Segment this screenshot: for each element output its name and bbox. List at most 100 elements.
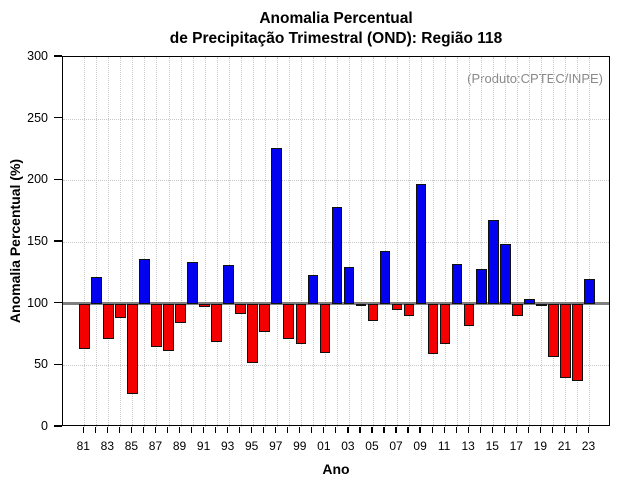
- x-tick-label: 05: [365, 439, 379, 453]
- bar-02: [331, 207, 343, 304]
- x-axis-tick: [359, 427, 361, 433]
- chart-title-line1: Anomalia Percentual: [259, 10, 413, 27]
- x-axis-tick: [178, 427, 181, 433]
- y-axis-tick: [54, 178, 62, 181]
- bar-15: [487, 219, 499, 304]
- x-tick-label: 23: [581, 439, 596, 453]
- bar-90: [187, 261, 198, 304]
- bar-19: [536, 303, 547, 306]
- bar-11: [439, 303, 451, 345]
- x-tick-label: 81: [76, 439, 90, 453]
- y-axis-tick: [54, 55, 62, 57]
- x-tick-label: 91: [196, 439, 211, 453]
- y-tick-label: 0: [41, 419, 48, 433]
- x-tick-label: 19: [533, 439, 548, 453]
- bar-06: [379, 250, 391, 304]
- x-axis-tick: [275, 427, 277, 433]
- x-tick-label: 85: [124, 439, 139, 453]
- bar-83: [103, 303, 114, 340]
- bar-04: [355, 303, 367, 307]
- x-tick-label: 15: [485, 439, 499, 453]
- bar-23: [584, 279, 595, 304]
- x-axis-tick: [347, 427, 349, 433]
- x-tick-label: 87: [148, 439, 163, 453]
- x-tick-label: 99: [293, 439, 307, 453]
- bar-89: [175, 303, 186, 324]
- bar-16: [499, 244, 511, 304]
- x-axis-tick: [527, 427, 529, 433]
- x-axis-tick: [311, 427, 313, 433]
- bar-85: [127, 303, 138, 394]
- bar-21: [560, 303, 571, 378]
- bar-96: [259, 303, 270, 333]
- x-axis-tick: [251, 427, 253, 433]
- x-axis-tick: [166, 427, 169, 433]
- bar-13: [463, 303, 475, 326]
- x-tick-label: 89: [172, 439, 187, 453]
- bar-86: [139, 259, 150, 304]
- x-axis-tick: [130, 427, 132, 433]
- x-axis-tick: [263, 427, 265, 433]
- x-axis-tick: [106, 427, 108, 433]
- x-axis-tick: [299, 427, 301, 433]
- x-axis-tick: [118, 427, 120, 433]
- x-axis-tick: [190, 427, 193, 433]
- bar-93: [223, 265, 234, 304]
- bar-10: [427, 303, 439, 355]
- x-axis-tick: [575, 427, 578, 433]
- x-tick-label: 21: [557, 439, 572, 453]
- x-axis-tick: [323, 427, 325, 433]
- bar-12: [451, 264, 463, 304]
- x-tick-label: 95: [245, 439, 259, 453]
- x-tick-label: 01: [317, 439, 331, 453]
- x-axis-tick: [419, 427, 421, 433]
- x-tick-label: 03: [341, 439, 355, 453]
- y-axis-tick: [54, 363, 62, 366]
- x-axis-tick: [515, 427, 517, 433]
- bar-07: [391, 303, 403, 310]
- x-tick-label: 11: [437, 439, 451, 453]
- x-axis-tick: [142, 427, 145, 433]
- chart-title-line2: de Precipitação Trimestral (OND): Região…: [169, 30, 503, 47]
- y-tick-label: 150: [27, 234, 48, 248]
- bar-99: [295, 303, 307, 345]
- horizontal-gridline: [63, 365, 609, 367]
- x-axis-tick: [539, 427, 541, 433]
- bar-09: [415, 184, 427, 304]
- bar-00: [307, 275, 319, 304]
- x-axis-tick: [287, 427, 289, 433]
- x-tick-label: 17: [509, 439, 523, 453]
- x-axis-tick: [227, 427, 229, 433]
- horizontal-gridline: [63, 118, 609, 120]
- x-axis-tick: [479, 427, 481, 433]
- bar-05: [367, 303, 379, 321]
- bar-17: [512, 303, 523, 316]
- y-tick-label: 200: [27, 172, 48, 187]
- x-axis-tick: [202, 427, 205, 433]
- x-axis-tick: [215, 427, 217, 433]
- x-tick-label: 83: [100, 439, 115, 453]
- bar-94: [235, 303, 246, 314]
- bar-88: [163, 303, 174, 351]
- x-axis-tick: [431, 427, 433, 433]
- bar-98: [283, 303, 295, 340]
- bar-87: [151, 303, 162, 347]
- bar-20: [548, 303, 559, 357]
- x-axis-tick: [407, 427, 409, 433]
- y-tick-label: 250: [27, 110, 48, 125]
- bar-18: [524, 298, 535, 304]
- x-axis-tick: [587, 427, 590, 433]
- plot-area: (Produto:CPTEC/INPE): [62, 56, 610, 427]
- x-axis-tick: [383, 427, 385, 433]
- horizontal-gridline: [63, 180, 609, 182]
- x-axis-tick: [395, 427, 397, 433]
- bar-91: [199, 303, 210, 308]
- y-axis-tick: [54, 240, 62, 242]
- x-tick-label: 09: [413, 439, 427, 453]
- x-axis-tick: [335, 427, 337, 433]
- x-axis-tick: [443, 427, 445, 433]
- y-tick-label: 300: [27, 49, 48, 63]
- source-annotation: (Produto:CPTEC/INPE): [467, 71, 603, 86]
- bar-01: [319, 303, 331, 353]
